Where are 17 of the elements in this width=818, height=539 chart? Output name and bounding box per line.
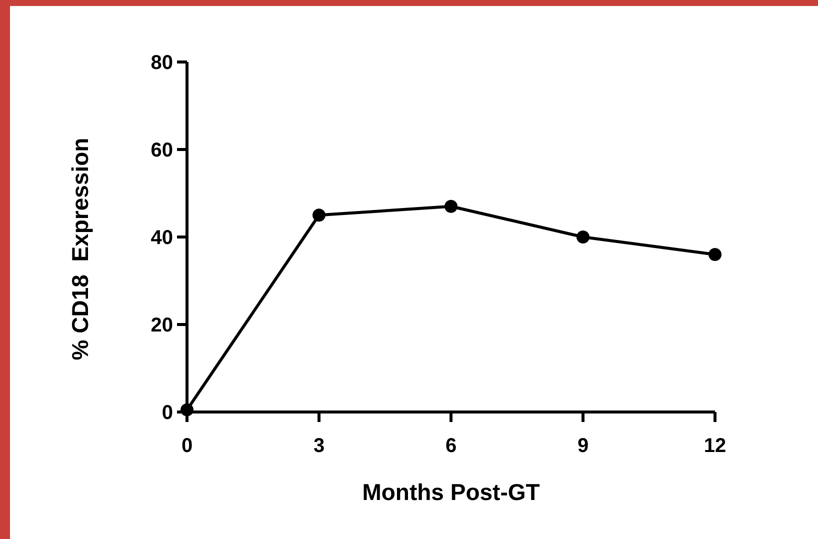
x-tick-label: 0 — [181, 435, 193, 457]
y-tick-label: 60 — [150, 140, 173, 162]
point — [180, 403, 194, 416]
point — [576, 230, 590, 244]
x-tick-label: 9 — [577, 435, 589, 457]
x-tick-label: 3 — [313, 435, 325, 457]
y-tick-label: 0 — [162, 402, 173, 424]
x-axis-title: Months Post-GT — [362, 479, 540, 505]
point — [312, 208, 326, 222]
x-tick-label: 6 — [445, 435, 457, 457]
y-tick-label: 80 — [150, 52, 173, 74]
x-tick-label: 12 — [704, 435, 726, 457]
point — [708, 248, 722, 261]
y-tick-label: 20 — [150, 314, 173, 336]
point — [444, 200, 458, 213]
y-axis-title: % CD18 Expression — [67, 138, 93, 360]
y-tick-label: 40 — [150, 227, 173, 249]
